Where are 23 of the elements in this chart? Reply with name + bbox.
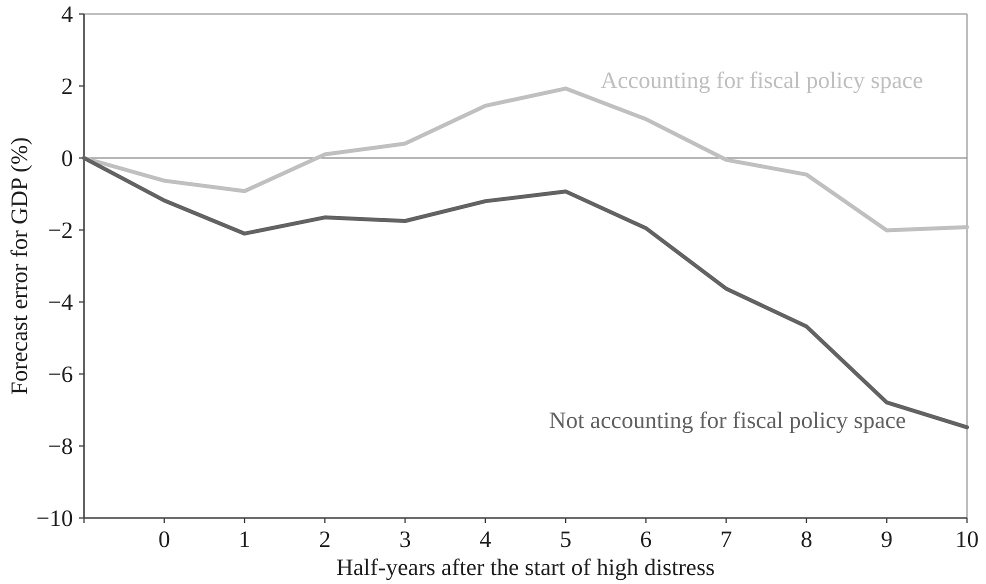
series-label: Accounting for fiscal policy space	[600, 68, 923, 94]
x-tick-label: 9	[880, 527, 893, 553]
y-tick-label: 4	[61, 2, 74, 28]
y-tick-label: −6	[48, 362, 74, 388]
x-tick-label: 8	[800, 527, 812, 553]
y-tick-label: 0	[61, 146, 73, 172]
x-tick-label: 7	[720, 527, 732, 553]
y-axis-title: Forecast error for GDP (%)	[7, 137, 33, 395]
x-tick-label: 1	[238, 527, 250, 553]
series-label: Not accounting for fiscal policy space	[549, 408, 906, 434]
y-tick-label: −4	[48, 290, 74, 316]
y-tick-label: −2	[48, 218, 73, 244]
x-tick-label: 6	[640, 527, 652, 553]
y-tick-label: −10	[36, 506, 73, 532]
x-tick-label: 4	[479, 527, 492, 553]
x-tick-label: 0	[158, 527, 170, 553]
y-tick-label: −8	[48, 434, 73, 460]
x-tick-label: 3	[399, 527, 411, 553]
x-tick-label: 5	[560, 527, 572, 553]
x-tick-label: 2	[318, 527, 331, 553]
y-tick-label: 2	[61, 74, 73, 100]
x-axis-title: Half-years after the start of high distress	[336, 555, 715, 581]
x-tick-label: 10	[955, 527, 979, 553]
